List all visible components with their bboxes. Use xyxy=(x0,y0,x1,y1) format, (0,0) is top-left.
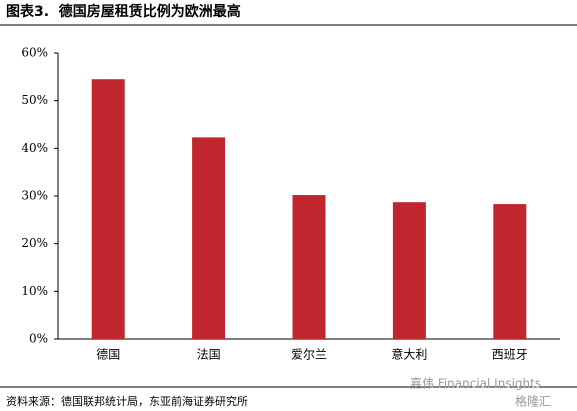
bar xyxy=(392,202,426,339)
x-tick-label: 法国 xyxy=(197,348,221,362)
bar xyxy=(493,204,527,339)
watermark: 格隆汇 xyxy=(515,394,551,409)
bar xyxy=(292,195,326,339)
y-tick-label: 20% xyxy=(21,236,48,250)
source: 资料来源：德国联邦统计局，东亚前海证券研究所 xyxy=(6,394,248,408)
x-tick-label: 德国 xyxy=(96,347,120,362)
bar xyxy=(192,137,226,339)
y-tick-label: 50% xyxy=(21,93,48,107)
watermark: 嘉伟 Financial Insights xyxy=(410,377,541,391)
x-tick-label: 西班牙 xyxy=(492,348,528,362)
y-tick-label: 10% xyxy=(21,284,48,298)
x-tick-label: 爱尔兰 xyxy=(291,347,327,362)
chart-title: 图表3. 德国房屋租赁比例为欧洲最高 xyxy=(6,3,241,20)
x-tick-label: 意大利 xyxy=(391,347,427,362)
y-tick-label: 30% xyxy=(21,189,48,203)
y-tick-label: 60% xyxy=(21,46,48,60)
y-tick-label: 0% xyxy=(29,332,48,346)
y-tick-label: 40% xyxy=(21,141,48,155)
bar xyxy=(91,79,125,339)
